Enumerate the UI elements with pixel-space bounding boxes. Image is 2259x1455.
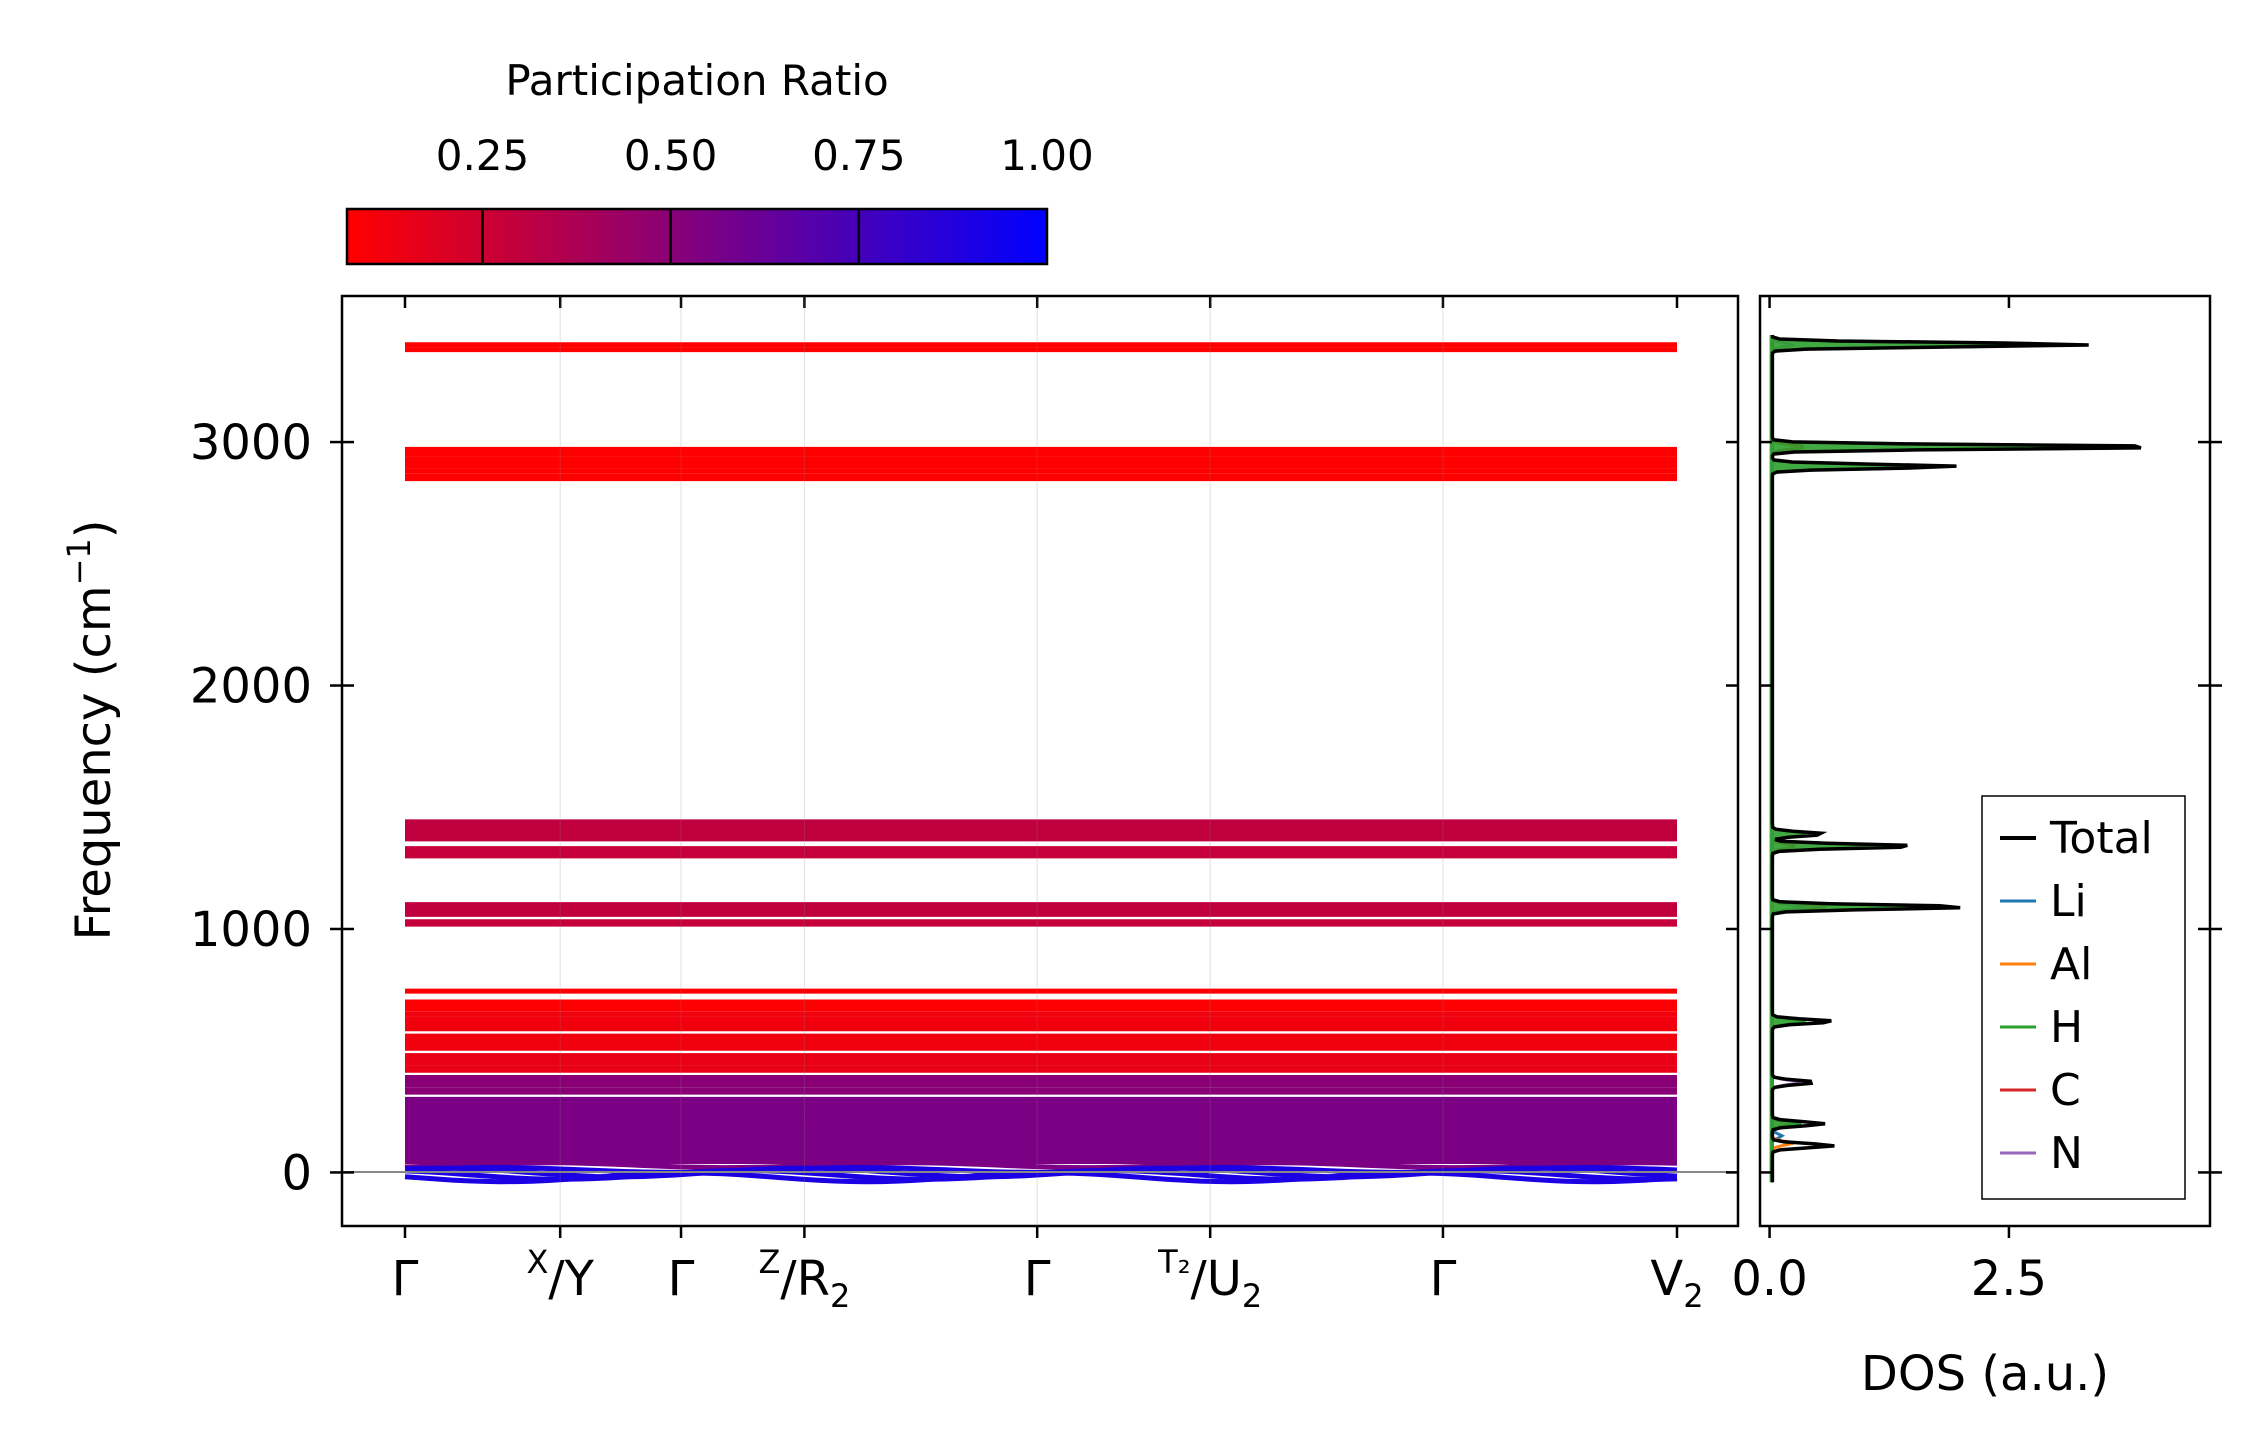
k-point-label-sup: X xyxy=(526,1243,548,1281)
y-tick-label: 2000 xyxy=(190,659,312,715)
colorbar: Participation Ratio 0.25 0.50 0.75 1.00 xyxy=(345,56,1094,266)
k-point-label-sub: 2 xyxy=(1683,1277,1703,1315)
dos-panel: 0.0 2.5 DOS (a.u.) Total Li Al HCN xyxy=(1731,294,2222,1402)
k-point-label-main: /Y xyxy=(548,1251,594,1307)
k-point-label: T₂/U2 xyxy=(1157,1243,1262,1315)
k-point-label-sub: 2 xyxy=(1242,1277,1262,1315)
k-point-label: Γ xyxy=(668,1251,695,1307)
y-axis-label: Frequency (cm−1) xyxy=(60,519,122,940)
k-point-label: Γ xyxy=(1430,1251,1457,1307)
dos-x-tick-label: 2.5 xyxy=(1971,1251,2047,1307)
dos-x-axis-label: DOS (a.u.) xyxy=(1861,1346,2109,1402)
y-tick-label: 1000 xyxy=(190,902,312,958)
k-point-label-main: Γ xyxy=(392,1251,419,1307)
colorbar-tick-label: 0.25 xyxy=(436,131,530,180)
k-point-label-main: /R xyxy=(780,1251,830,1307)
k-point-label-sub: 2 xyxy=(830,1277,850,1315)
k-point-label-main: Γ xyxy=(668,1251,695,1307)
band-axes-frame xyxy=(340,294,1740,1228)
legend-label-H: H xyxy=(2050,1002,2083,1053)
k-point-label: X/Y xyxy=(526,1243,594,1307)
k-point-label-sup: Z xyxy=(759,1243,781,1281)
legend-label-C: C xyxy=(2050,1065,2081,1116)
colorbar-tick-label: 0.75 xyxy=(812,131,906,180)
colorbar-gradient xyxy=(345,207,1049,266)
legend-label-N: N xyxy=(2050,1128,2083,1179)
y-axis-label-close: ) xyxy=(66,519,122,538)
dos-curve-Total xyxy=(1770,334,2142,1183)
legend-label-Li: Li xyxy=(2050,876,2087,927)
dos-axes-frame xyxy=(1758,294,2212,1228)
colorbar-tick-label: 0.50 xyxy=(624,131,718,180)
k-point-label-sup: T₂ xyxy=(1157,1243,1190,1281)
k-point-label: Z/R2 xyxy=(759,1243,851,1315)
k-point-label: Γ xyxy=(392,1251,419,1307)
k-point-label-main: /U xyxy=(1191,1251,1242,1307)
y-axis-label-sup: −1 xyxy=(60,538,98,585)
colorbar-tick-label: 1.00 xyxy=(1000,131,1094,180)
k-point-label-main: V xyxy=(1650,1251,1683,1307)
colorbar-title: Participation Ratio xyxy=(505,56,888,105)
legend-frame xyxy=(1981,795,2186,1200)
dos-x-tick-label: 0.0 xyxy=(1731,1251,1807,1307)
legend-label-Al: Al xyxy=(2050,939,2092,990)
k-point-label-main: Γ xyxy=(1430,1251,1457,1307)
y-tick-label: 0 xyxy=(281,1145,312,1201)
y-tick-label: 3000 xyxy=(190,415,312,471)
k-point-label: Γ xyxy=(1024,1251,1051,1307)
y-axis-label-main: Frequency (cm xyxy=(66,585,122,940)
legend-label-Total: Total xyxy=(2049,813,2153,864)
band-line xyxy=(404,1160,1678,1171)
dos-legend: Total Li Al HCN xyxy=(1981,795,2186,1200)
k-point-label: V2 xyxy=(1650,1251,1703,1315)
k-point-label-main: Γ xyxy=(1024,1251,1051,1307)
